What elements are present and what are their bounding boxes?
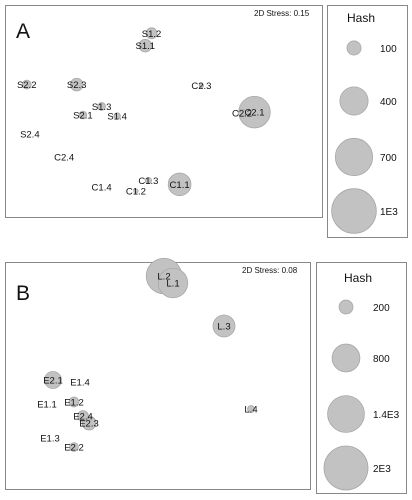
point-bubble <box>68 396 80 408</box>
point-label: S1.4 <box>107 111 127 122</box>
point-label: E2.4 <box>73 412 93 423</box>
point-label: C1.1 <box>170 180 190 191</box>
point-label: L.2 <box>157 272 170 283</box>
point-label: S1.2 <box>142 29 162 40</box>
legend-a-title: Hash <box>347 11 375 25</box>
point-bubble <box>144 176 152 185</box>
point-bubble <box>133 188 139 194</box>
point-label: S2.3 <box>67 80 87 91</box>
point-bubble <box>157 267 189 299</box>
legend-b-title: Hash <box>344 271 372 285</box>
point-bubble <box>21 79 32 90</box>
legend-bubble <box>331 343 361 373</box>
panel-a-frame <box>5 5 323 218</box>
point-label: C2.4 <box>54 152 74 163</box>
panel-b-stress-label: 2D Stress: 0.08 <box>242 266 298 275</box>
legend-label: 700 <box>380 153 397 164</box>
legend-label: 1E3 <box>380 207 398 218</box>
panel-b-letter: B <box>16 282 30 305</box>
point-bubble <box>237 108 247 118</box>
legend-bubble <box>334 137 374 177</box>
point-bubble <box>138 38 152 53</box>
point-bubble <box>97 102 106 111</box>
point-label: S1.1 <box>136 41 156 52</box>
point-label: S1.3 <box>92 102 112 113</box>
point-label: E2.1 <box>43 376 63 387</box>
legend-label: 200 <box>373 303 390 314</box>
point-label: E1.1 <box>37 400 57 411</box>
point-bubble <box>212 314 236 338</box>
legend-bubble <box>346 40 362 56</box>
legend-bubble <box>331 188 377 234</box>
legend-label: 100 <box>380 44 397 55</box>
legend-bubble <box>339 86 369 116</box>
point-label: L.3 <box>217 322 230 333</box>
point-bubble <box>198 82 205 89</box>
point-bubble <box>77 410 89 422</box>
point-label: S2.2 <box>17 80 37 91</box>
legend-label: 400 <box>380 97 397 108</box>
legend-bubble <box>338 299 354 315</box>
point-label: C2.3 <box>191 81 211 92</box>
legend-label: 800 <box>373 354 390 365</box>
point-bubble <box>69 77 84 92</box>
legend-label: 1.4E3 <box>373 410 400 421</box>
point-label: E2.3 <box>79 419 99 430</box>
legend-bubble <box>323 445 369 491</box>
panel-a-points: S1.2S1.1 S2.2 S2.3 S1.3S2.1 S1.4 S2.4 C2.3 C2.2… <box>17 27 271 198</box>
point-bubble <box>78 110 88 120</box>
point-bubble <box>145 27 158 40</box>
legend-a-items: 100 400 700 1E3 <box>331 40 398 234</box>
point-label: C1.4 <box>92 183 112 194</box>
point-label: C1.2 <box>126 187 146 198</box>
point-bubble <box>69 442 79 452</box>
point-bubble <box>113 112 121 120</box>
legend-b-items: 200 800 1.4E3 2E3 <box>323 299 400 491</box>
point-bubble <box>44 371 62 389</box>
point-label: E1.2 <box>64 398 84 409</box>
point-bubble <box>247 405 255 413</box>
panel-a-stress-label: 2D Stress: 0.15 <box>254 9 310 18</box>
legend-bubble <box>327 395 365 433</box>
legend-label: 2E3 <box>373 464 391 475</box>
point-bubble <box>167 172 192 197</box>
point-label: C2.1 <box>244 108 264 119</box>
point-label: E2.2 <box>64 443 84 454</box>
panel-b-points: L.2L.1 L.3 L.4 E2.1 E1.4 E1.1 E1.2 E2.4E2.3 E1.3… <box>37 257 258 454</box>
point-label: E1.3 <box>40 434 60 445</box>
point-label: E1.4 <box>70 378 90 389</box>
point-label: L.4 <box>244 405 257 416</box>
point-label: S2.1 <box>73 111 93 122</box>
point-label: C1.3 <box>138 176 158 187</box>
point-label: S2.4 <box>20 130 40 141</box>
point-label: L.1 <box>166 279 179 290</box>
point-label: C2.2 <box>232 109 252 120</box>
panel-a-letter: A <box>16 20 30 43</box>
